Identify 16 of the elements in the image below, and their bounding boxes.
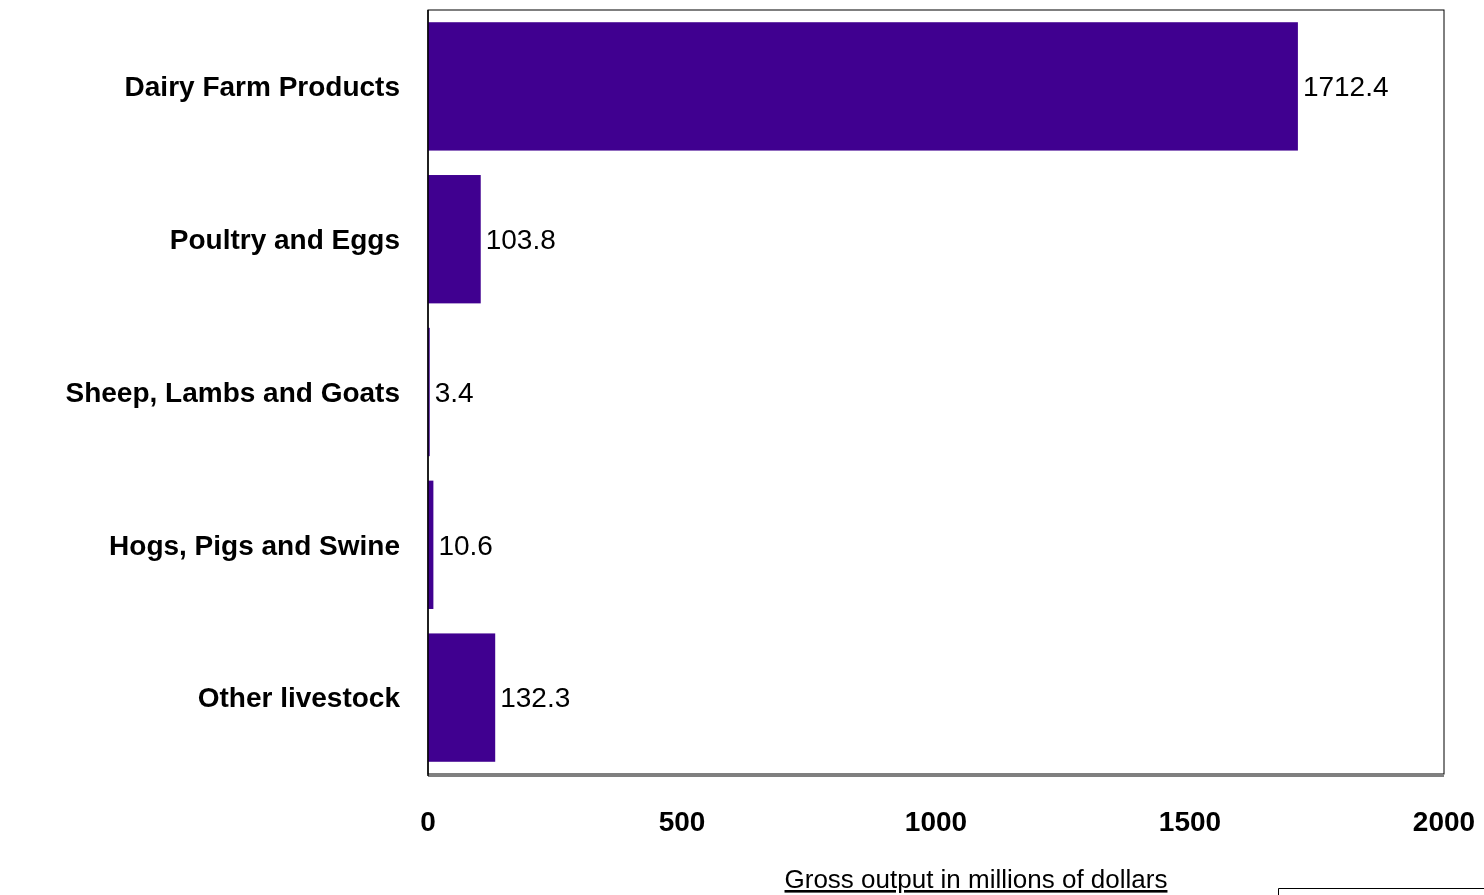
data-label: 10.6: [438, 529, 493, 561]
y-tick-label: Other livestock: [197, 682, 401, 714]
data-label: 132.3: [500, 682, 571, 714]
data-label: 3.4: [434, 376, 474, 408]
y-tick-label: Poultry and Eggs: [169, 224, 400, 255]
y-tick-label: Hogs, Pigs and Swine: [109, 529, 400, 561]
y-tick-label: Dairy Farm Products: [124, 71, 400, 103]
y-tick-label: Sheep, Lambs and Goats: [65, 376, 400, 408]
x-tick-label: 2000: [1412, 806, 1476, 837]
x-tick-label: 1500: [1158, 806, 1222, 837]
data-label: 1712.4: [1302, 71, 1389, 103]
x-tick-label: 0: [420, 806, 436, 837]
data-label: 103.8: [485, 224, 556, 255]
x-tick-label: 500: [658, 806, 706, 837]
x-tick-label: 1000: [904, 806, 968, 837]
x-axis-title: Gross output in millions of dollars: [784, 864, 1168, 894]
